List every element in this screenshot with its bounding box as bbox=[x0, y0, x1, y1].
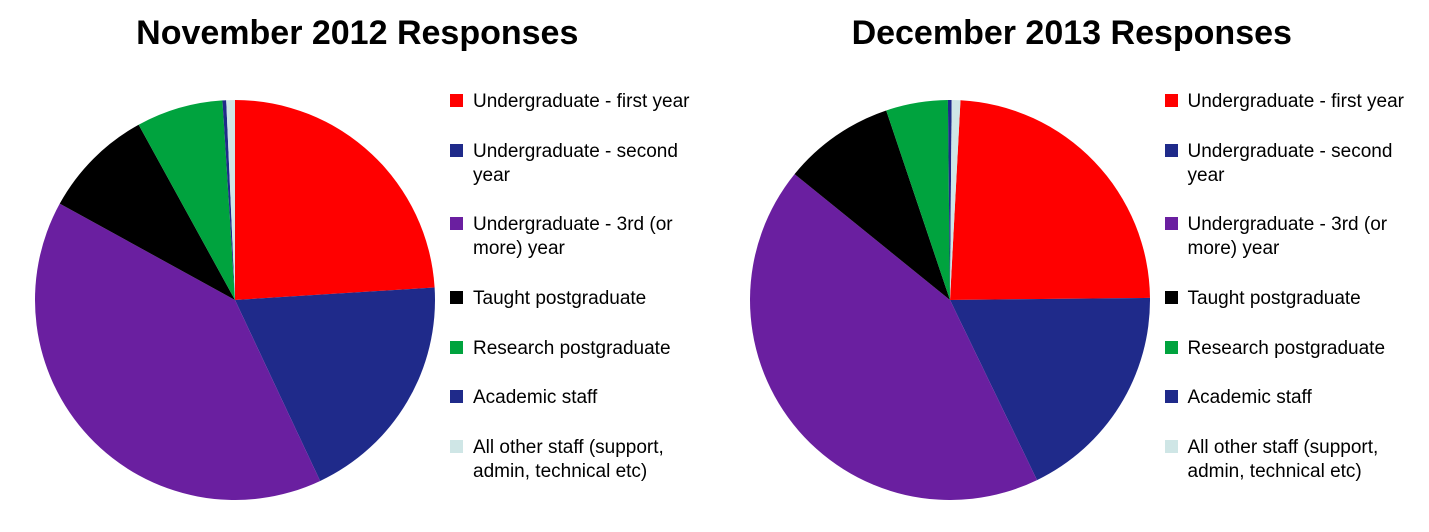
legend-label: Undergraduate - 3rd (or more) year bbox=[473, 213, 705, 261]
pie-chart-0 bbox=[35, 100, 435, 505]
legend-item: All other staff (support, admin, technic… bbox=[1165, 436, 1420, 484]
legend-swatch bbox=[1165, 341, 1178, 354]
legend-swatch bbox=[450, 440, 463, 453]
legend-label: Undergraduate - first year bbox=[473, 90, 690, 114]
legend-item: All other staff (support, admin, technic… bbox=[450, 436, 705, 484]
legend-swatch bbox=[1165, 390, 1178, 403]
legend-label: Undergraduate - 3rd (or more) year bbox=[1188, 213, 1420, 261]
legend-item: Taught postgraduate bbox=[450, 287, 705, 311]
legend-swatch bbox=[450, 144, 463, 157]
legend-swatch bbox=[450, 94, 463, 107]
legend-label: All other staff (support, admin, technic… bbox=[1188, 436, 1420, 484]
legend-swatch bbox=[450, 341, 463, 354]
legend-item: Academic staff bbox=[1165, 386, 1420, 410]
legend-label: Taught postgraduate bbox=[1188, 287, 1361, 311]
legend-item: Research postgraduate bbox=[1165, 337, 1420, 361]
legend-swatch bbox=[450, 291, 463, 304]
legend-label: Research postgraduate bbox=[473, 337, 671, 361]
legend-item: Undergraduate - 3rd (or more) year bbox=[1165, 213, 1420, 261]
legend-label: Taught postgraduate bbox=[473, 287, 646, 311]
legend-swatch bbox=[1165, 94, 1178, 107]
legend-item: Academic staff bbox=[450, 386, 705, 410]
legend-label: Undergraduate - second year bbox=[473, 140, 705, 188]
chart-panel-left: November 2012 Responses Undergraduate - … bbox=[0, 0, 715, 532]
chart-panel-right: December 2013 Responses Undergraduate - … bbox=[715, 0, 1429, 532]
legend-label: Research postgraduate bbox=[1188, 337, 1386, 361]
legend-item: Undergraduate - second year bbox=[1165, 140, 1420, 188]
legend-item: Taught postgraduate bbox=[1165, 287, 1420, 311]
pie-slice bbox=[235, 100, 435, 300]
legend-swatch bbox=[450, 217, 463, 230]
chart-title: December 2013 Responses bbox=[715, 14, 1429, 53]
legend-swatch bbox=[1165, 291, 1178, 304]
legend-swatch bbox=[1165, 144, 1178, 157]
legend-item: Undergraduate - first year bbox=[450, 90, 705, 114]
legend-label: All other staff (support, admin, technic… bbox=[473, 436, 705, 484]
legend-item: Research postgraduate bbox=[450, 337, 705, 361]
chart-title: November 2012 Responses bbox=[0, 14, 715, 53]
legend-1: Undergraduate - first year Undergraduate … bbox=[1165, 90, 1420, 484]
pie-slice bbox=[950, 100, 1150, 300]
legend-swatch bbox=[1165, 217, 1178, 230]
legend-0: Undergraduate - first year Undergraduate … bbox=[450, 90, 705, 484]
legend-item: Undergraduate - second year bbox=[450, 140, 705, 188]
legend-label: Undergraduate - first year bbox=[1188, 90, 1405, 114]
legend-item: Undergraduate - first year bbox=[1165, 90, 1420, 114]
legend-swatch bbox=[450, 390, 463, 403]
legend-label: Academic staff bbox=[473, 386, 597, 410]
pie-chart-1 bbox=[750, 100, 1150, 505]
legend-item: Undergraduate - 3rd (or more) year bbox=[450, 213, 705, 261]
legend-label: Academic staff bbox=[1188, 386, 1312, 410]
legend-label: Undergraduate - second year bbox=[1188, 140, 1420, 188]
legend-swatch bbox=[1165, 440, 1178, 453]
